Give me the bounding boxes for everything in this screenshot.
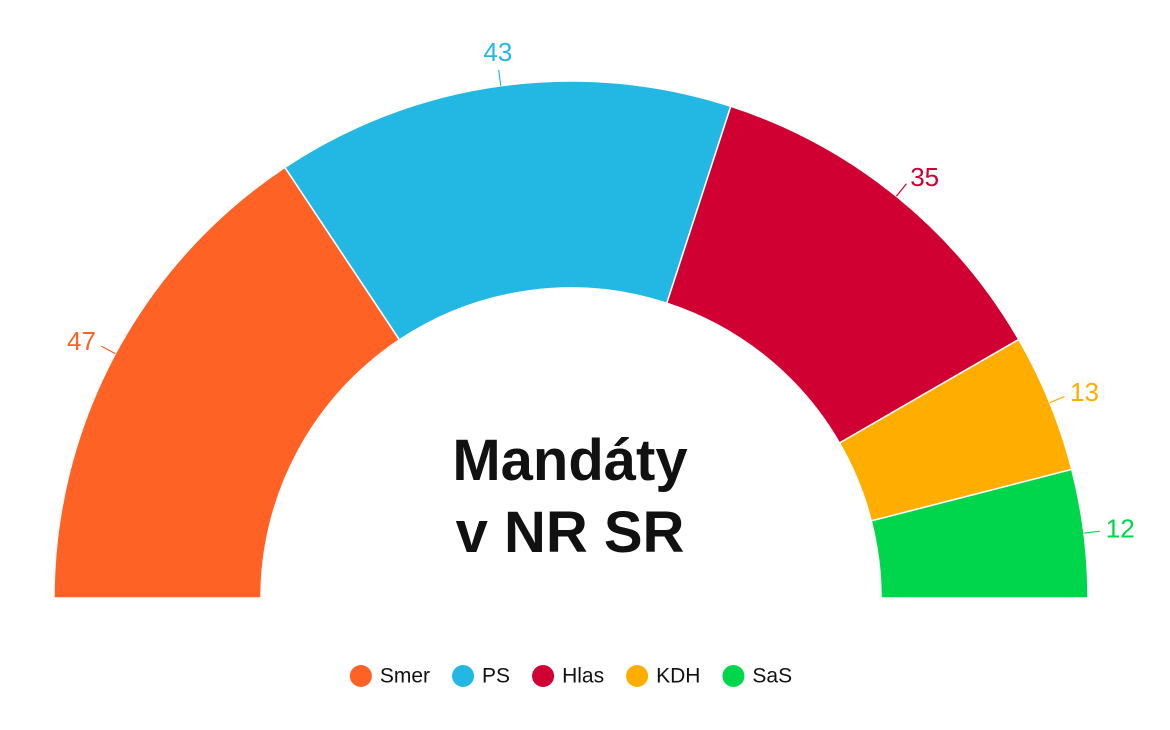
segment: [870, 468, 1089, 599]
value-label: 12: [1106, 513, 1135, 543]
leader-line: [1049, 396, 1065, 404]
leader-line: [895, 183, 907, 197]
value-label: 35: [910, 162, 939, 192]
value-label: 47: [67, 326, 96, 356]
leader-line: [1083, 530, 1100, 534]
leader-line: [498, 69, 502, 86]
legend-marker: [349, 665, 372, 687]
segment: [283, 80, 732, 341]
legend-marker: [452, 665, 475, 687]
legend-marker: [626, 665, 649, 687]
segment: [53, 166, 401, 599]
value-label: 13: [1070, 377, 1099, 407]
legend-marker: [722, 665, 745, 687]
legend-label: Smer: [380, 665, 430, 688]
legend-label: SaS: [752, 665, 792, 688]
legend-marker: [532, 665, 555, 687]
value-label: 43: [483, 37, 512, 67]
chart-title: Mandáty v NR SR: [452, 428, 688, 565]
legend: Smer PS Hlas KDH SaS: [349, 665, 792, 688]
leader-line: [100, 345, 116, 355]
legend-label: KDH: [656, 665, 700, 688]
legend-label: PS: [482, 665, 510, 688]
legend-label: Hlas: [562, 665, 604, 688]
segment: [665, 105, 1020, 445]
